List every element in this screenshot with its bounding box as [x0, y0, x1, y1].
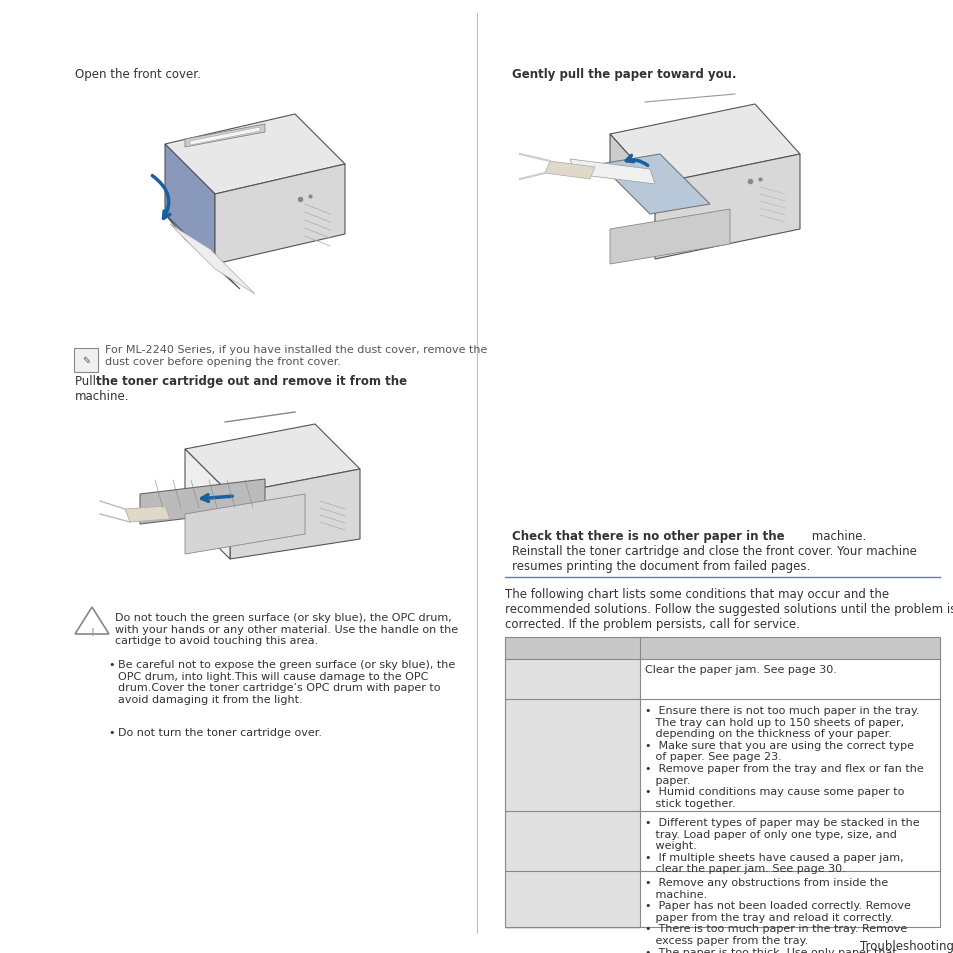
Text: Open the front cover.: Open the front cover. [75, 68, 201, 81]
Polygon shape [655, 154, 800, 260]
Polygon shape [125, 506, 170, 522]
Text: •: • [108, 727, 114, 738]
Polygon shape [140, 479, 265, 524]
Text: Be careful not to expose the green surface (or sky blue), the
OPC drum, into lig: Be careful not to expose the green surfa… [118, 659, 455, 704]
FancyArrowPatch shape [625, 156, 647, 166]
Text: •  Ensure there is not too much paper in the tray.
   The tray can hold up to 15: • Ensure there is not too much paper in … [644, 705, 923, 808]
FancyBboxPatch shape [74, 349, 98, 373]
Text: •  Remove any obstructions from inside the
   machine.
•  Paper has not been loa: • Remove any obstructions from inside th… [644, 877, 910, 953]
FancyArrowPatch shape [201, 496, 232, 502]
Text: Do not turn the toner cartridge over.: Do not turn the toner cartridge over. [118, 727, 322, 738]
Polygon shape [165, 145, 214, 265]
Text: Clear the paper jam. See page 30.: Clear the paper jam. See page 30. [644, 664, 836, 675]
Bar [504, 700, 639, 811]
Polygon shape [544, 162, 595, 180]
Bar [504, 811, 639, 871]
Text: Do not touch the green surface (or sky blue), the OPC drum,
with your hands or a: Do not touch the green surface (or sky b… [115, 613, 457, 645]
Bar [504, 871, 639, 929]
Bar [504, 638, 939, 927]
Text: •: • [108, 659, 114, 669]
Polygon shape [599, 154, 709, 214]
Polygon shape [185, 424, 359, 495]
Text: !: ! [90, 627, 93, 638]
Bar [504, 638, 939, 659]
Polygon shape [165, 115, 345, 194]
Polygon shape [230, 470, 359, 559]
Polygon shape [609, 105, 800, 185]
Polygon shape [569, 160, 655, 185]
FancyArrowPatch shape [152, 176, 170, 219]
Polygon shape [170, 225, 254, 294]
Polygon shape [190, 128, 260, 146]
Polygon shape [165, 214, 240, 290]
Polygon shape [214, 165, 345, 265]
Polygon shape [185, 125, 265, 148]
Text: For ML-2240 Series, if you have installed the dust cover, remove the
dust cover : For ML-2240 Series, if you have installe… [105, 345, 487, 366]
Text: machine.: machine. [75, 390, 130, 402]
Text: Gently pull the paper toward you.: Gently pull the paper toward you. [512, 68, 736, 81]
Text: Reinstall the toner cartridge and close the front cover. Your machine
resumes pr: Reinstall the toner cartridge and close … [512, 544, 916, 573]
Text: Troubleshooting: Troubleshooting [859, 939, 953, 952]
Polygon shape [185, 495, 305, 555]
Text: the toner cartridge out and remove it from the: the toner cartridge out and remove it fr… [96, 375, 407, 388]
Text: The following chart lists some conditions that may occur and the
recommended sol: The following chart lists some condition… [504, 587, 953, 630]
Text: Pull: Pull [75, 375, 100, 388]
Polygon shape [609, 135, 655, 214]
Bar [504, 659, 639, 700]
Text: ✎: ✎ [82, 355, 90, 366]
Text: machine.: machine. [807, 530, 865, 542]
Polygon shape [185, 450, 230, 559]
Text: Check that there is no other paper in the: Check that there is no other paper in th… [512, 530, 783, 542]
Polygon shape [609, 210, 729, 265]
Text: •  Different types of paper may be stacked in the
   tray. Load paper of only on: • Different types of paper may be stacke… [644, 817, 919, 874]
